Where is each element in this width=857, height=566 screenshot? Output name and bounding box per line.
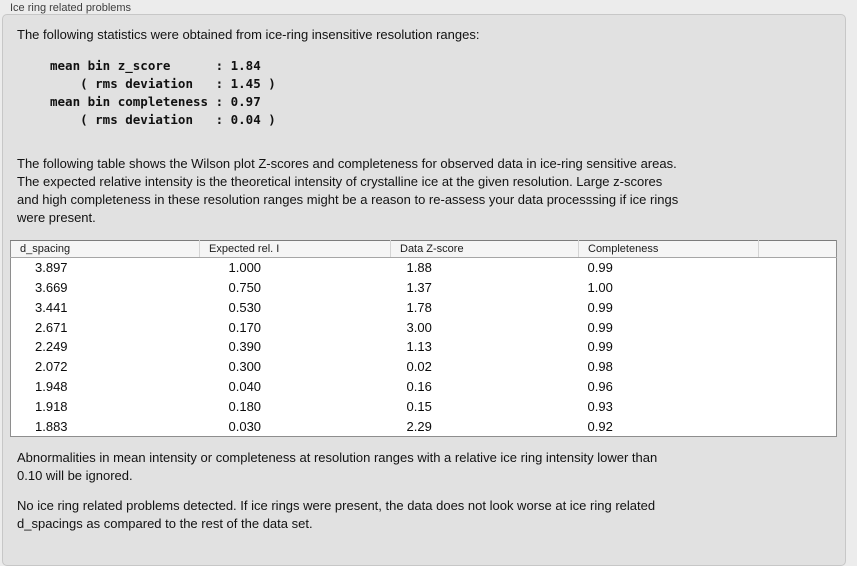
table-cell: 0.300: [228, 359, 262, 375]
table-cell: 1.13: [406, 339, 432, 355]
table-cell-empty: [759, 416, 837, 436]
intro-text: The following statistics were obtained f…: [17, 27, 480, 42]
table-cell: 0.180: [228, 398, 262, 414]
conclusion-text: No ice ring related problems detected. I…: [17, 498, 656, 531]
table-row[interactable]: 3.669 0.750 1.37 1.00: [11, 278, 837, 298]
table-cell: 1.78: [406, 299, 432, 315]
table-cell: 1.883: [35, 418, 68, 434]
table-cell: 2.671: [35, 319, 68, 335]
table-cell: 3.00: [406, 319, 432, 335]
ice-ring-table: d_spacing Expected rel. I Data Z-score C…: [10, 240, 837, 437]
table-cell: 0.040: [228, 378, 262, 394]
table-row[interactable]: 2.072 0.300 0.02 0.98: [11, 357, 837, 377]
table-cell: 0.16: [406, 378, 432, 394]
table-cell-empty: [759, 396, 837, 416]
table-cell: 1.000: [228, 260, 262, 276]
table-cell: 0.98: [587, 359, 613, 375]
footnote-text: Abnormalities in mean intensity or compl…: [17, 450, 658, 483]
table-cell: 3.441: [35, 299, 68, 315]
table-row[interactable]: 1.918 0.180 0.15 0.93: [11, 396, 837, 416]
table-cell: 1.918: [35, 398, 68, 414]
table-cell: 1.37: [406, 280, 432, 296]
table-row[interactable]: 1.948 0.040 0.16 0.96: [11, 377, 837, 397]
column-header-completeness[interactable]: Completeness: [578, 240, 759, 258]
table-cell: 0.170: [228, 319, 262, 335]
table-cell: 1.88: [406, 260, 432, 276]
table-cell: 0.96: [587, 378, 613, 394]
table-cell: 1.948: [35, 378, 68, 394]
table-cell-empty: [759, 258, 837, 278]
column-header-expected-rel-i[interactable]: Expected rel. I: [199, 240, 391, 258]
table-cell-empty: [759, 317, 837, 337]
table-cell-empty: [759, 278, 837, 298]
table-cell: 0.02: [406, 359, 432, 375]
table-cell: 0.030: [228, 418, 262, 434]
table-row[interactable]: 2.249 0.390 1.13 0.99: [11, 337, 837, 357]
table-cell-empty: [759, 298, 837, 318]
ice-ring-panel: The following statistics were obtained f…: [2, 14, 846, 566]
table-header: d_spacing Expected rel. I Data Z-score C…: [10, 240, 837, 258]
table-cell: 0.99: [587, 260, 613, 276]
table-cell: 0.99: [587, 299, 613, 315]
table-cell: 0.15: [406, 398, 432, 414]
table-cell: 0.390: [228, 339, 262, 355]
description-text: The following table shows the Wilson plo…: [17, 156, 679, 225]
table-cell: 0.92: [587, 418, 613, 434]
column-header-data-z-score[interactable]: Data Z-score: [390, 240, 579, 258]
table-row[interactable]: 3.441 0.530 1.78 0.99: [11, 298, 837, 318]
column-header-d-spacing[interactable]: d_spacing: [10, 240, 200, 258]
table-cell: 0.99: [587, 319, 613, 335]
table-cell: 3.669: [35, 280, 68, 296]
table-row[interactable]: 2.671 0.170 3.00 0.99: [11, 317, 837, 337]
table-row[interactable]: 3.897 1.000 1.88 0.99: [11, 258, 837, 278]
table-cell: 0.99: [587, 339, 613, 355]
table-cell-empty: [759, 357, 837, 377]
table-cell: 2.249: [35, 339, 68, 355]
table-cell-empty: [759, 377, 837, 397]
groupbox-title: Ice ring related problems: [10, 2, 132, 14]
table-cell-empty: [759, 337, 837, 357]
table-row[interactable]: 1.883 0.030 2.29 0.92: [11, 416, 837, 436]
table-cell: 0.530: [228, 299, 262, 315]
table-cell: 2.29: [406, 418, 432, 434]
table-cell: 0.750: [228, 280, 262, 296]
column-header-empty: [758, 240, 837, 258]
table-cell: 3.897: [35, 260, 68, 276]
statistics-block: mean bin z_score : 1.84 ( rms deviation …: [50, 58, 276, 127]
table-cell: 0.93: [587, 398, 613, 414]
table-cell: 1.00: [587, 280, 613, 296]
table-body: 3.897 1.000 1.88 0.99 3.669 0.750 1.37 1.00 3.44…: [11, 258, 837, 437]
table-cell: 2.072: [35, 359, 68, 375]
